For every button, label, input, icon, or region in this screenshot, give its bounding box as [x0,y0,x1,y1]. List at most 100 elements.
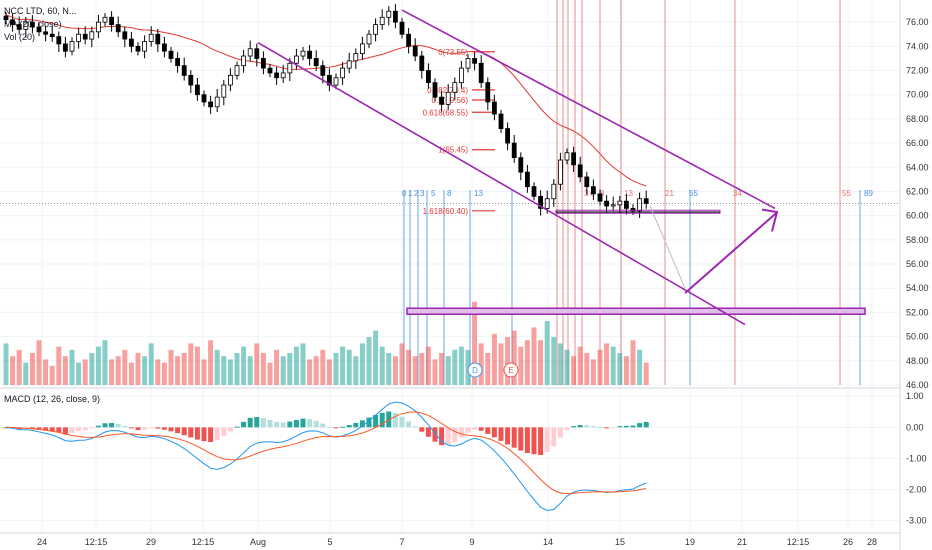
macd-histogram-bar [445,427,451,445]
candle-body [577,164,583,178]
fib-time-blue-label: 5 [431,189,436,198]
fib-time-red-label: 13 [624,189,633,198]
volume-bars [3,301,649,385]
candle-body [227,74,233,86]
macd-histogram-bar [307,419,313,428]
candle-body [76,33,81,42]
volume-bar [3,343,9,385]
candle-body [558,159,563,185]
macd-histogram-bar [267,419,273,428]
macd-histogram-bar [452,427,458,443]
macd-histogram-bar [89,427,95,429]
candle-body [274,72,280,79]
macd-histogram-bar [56,427,62,433]
volume-bar [590,359,596,385]
volume-bar [214,349,220,385]
candle-body [16,24,22,30]
candle-body [399,21,405,35]
volume-bar [359,343,365,385]
volume-bar [623,356,629,385]
projected-path [649,205,686,289]
volume-bar [326,359,332,385]
candle-body [260,58,266,69]
macd-histogram-bar [439,427,445,446]
macd-legend[interactable]: MACD (12, 26, close, 9) [4,394,100,404]
candle-body [89,31,95,40]
volume-bar [181,353,187,385]
volume-bar [531,327,537,385]
macd-histogram-bar [432,427,438,442]
macd-histogram-bar [373,414,379,428]
candle-body [412,45,418,57]
volume-bar [419,353,425,385]
time-tick-label: 21 [737,537,747,547]
candle-body [320,65,326,76]
volume-bar [445,356,451,385]
macd-histogram-bar [29,427,35,430]
volume-bar [82,359,88,385]
volume-bar [604,343,610,385]
candle-body [49,33,55,38]
macd-histogram-bar [571,426,577,428]
price-tick-label: 64.00 [906,162,929,172]
price-tick-label: 72.00 [906,66,929,76]
event-marker-label: D [472,366,478,375]
candles [3,4,649,218]
vol-legend[interactable]: Vol (20) [4,32,35,42]
candle-body [425,70,431,84]
macd-histogram-bar [557,427,563,438]
fib-time-blue-label: 13 [474,189,483,198]
candle-body [109,16,114,25]
time-tick-label: 19 [685,537,695,547]
volume-bar [643,362,649,385]
grid [0,0,900,533]
macd-histogram-bar [617,426,623,428]
time-tick-label: 26 [843,537,853,547]
volume-bar [366,337,372,385]
candle-body [498,113,504,129]
fib-time-blue-label: 2 [414,189,419,198]
price-tick-label: 68.00 [906,114,929,124]
candle-body [551,183,557,200]
macd-histogram-bar [69,427,75,434]
volume-bar [544,321,550,385]
macd-histogram-bar [3,427,9,429]
macd-histogram-bar [161,427,167,430]
candle-body [531,186,537,197]
macd-histogram-bar [610,427,616,429]
macd-histogram-bar [62,427,68,434]
candle-body [419,55,425,71]
time-tick-label: 29 [146,537,156,547]
fib-time-blue-label: 89 [864,189,873,198]
volume-bar [399,343,405,385]
macd-tick-label: -1.00 [906,453,927,463]
volume-bar [221,356,227,385]
volume-bar [491,333,497,385]
time-tick-label: 9 [469,537,474,547]
symbol-title[interactable]: NCC LTD, 60, N... [4,6,76,16]
macd-histogram-bar [531,427,537,455]
volume-bar [56,346,62,385]
macd-histogram-bar [485,427,491,434]
volume-bar [498,343,504,385]
candle-body [359,43,365,54]
candle-body [307,50,313,59]
candle-body [406,33,412,47]
volume-bar [161,362,167,385]
ma-legend[interactable]: MA (20, close) [4,19,62,29]
macd-histogram-bar [379,412,385,428]
price-tick-label: 58.00 [906,235,929,245]
volume-bar [557,343,563,385]
fib-time-blue-label: 3 [420,189,425,198]
target-arrow-line [684,212,777,294]
macd-histogram-bar [353,422,359,428]
candle-body [142,41,148,52]
volume-bar [518,346,524,385]
macd-histogram-bar [241,421,247,428]
macd-histogram-bar [478,427,484,431]
macd-histogram-bar [95,425,101,428]
candle-body [379,16,385,25]
macd-histogram-bar [128,427,134,429]
